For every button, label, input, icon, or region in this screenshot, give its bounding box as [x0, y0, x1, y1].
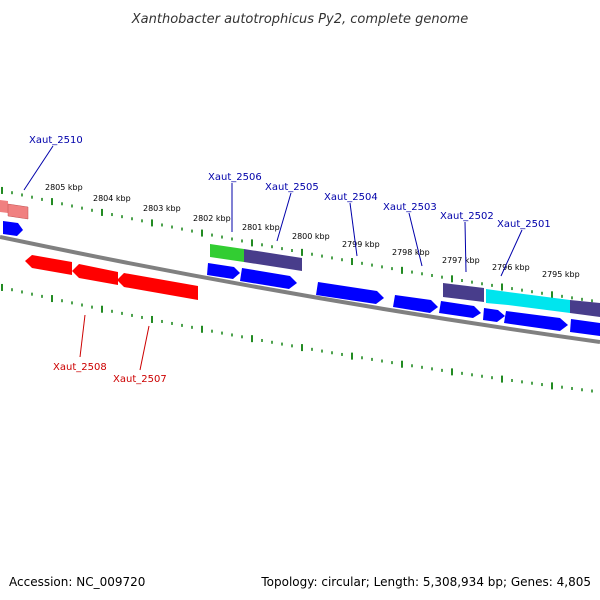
- gene-label-xaut-2508[interactable]: Xaut_2508: [53, 362, 107, 373]
- pseudogene-feature[interactable]: [7, 203, 29, 220]
- leader-line: [79, 314, 86, 358]
- kbp-label: 2796 kbp: [492, 263, 530, 272]
- operon-feature[interactable]: [244, 249, 302, 271]
- cds-arrow[interactable]: [240, 268, 297, 289]
- forward-features-upper: [0, 200, 600, 317]
- cds-arrow[interactable]: [483, 308, 505, 322]
- label-leaders: [23, 145, 523, 371]
- kbp-label: 2801 kbp: [242, 223, 280, 232]
- leader-line: [408, 212, 423, 267]
- leader-line: [464, 221, 467, 273]
- kbp-labels: 2805 kbp 2804 kbp 2803 kbp 2802 kbp 2801…: [45, 183, 580, 279]
- leader-line: [139, 325, 150, 371]
- leader-line: [23, 145, 54, 191]
- kbp-label: 2803 kbp: [143, 204, 181, 213]
- forward-cds-row: [3, 221, 600, 336]
- gene-label-xaut-2501[interactable]: Xaut_2501: [497, 219, 551, 230]
- operon-feature[interactable]: [570, 300, 600, 317]
- kbp-label: 2795 kbp: [542, 270, 580, 279]
- accession-text: Accession: NC_009720: [9, 575, 145, 589]
- kbp-label: 2798 kbp: [392, 248, 430, 257]
- genome-summary-text: Topology: circular; Length: 5,308,934 bp…: [260, 575, 591, 589]
- reverse-gene-arrow[interactable]: [25, 255, 72, 275]
- reverse-gene-arrow[interactable]: [117, 273, 198, 300]
- gene-label-xaut-2506[interactable]: Xaut_2506: [208, 172, 262, 183]
- operon-feature[interactable]: [443, 283, 484, 302]
- gene-label-xaut-2502[interactable]: Xaut_2502: [440, 211, 494, 222]
- gene-label-xaut-2504[interactable]: Xaut_2504: [324, 192, 378, 203]
- kbp-label: 2800 kbp: [292, 232, 330, 241]
- genome-backbone: [0, 235, 600, 344]
- gene-label-xaut-2507[interactable]: Xaut_2507: [113, 374, 167, 385]
- cds-arrow[interactable]: [316, 282, 384, 304]
- cds-arrow[interactable]: [393, 295, 438, 313]
- kbp-label: 2802 kbp: [193, 214, 231, 223]
- forward-gene-labels: Xaut_2510 Xaut_2506 Xaut_2505 Xaut_2504 …: [29, 135, 551, 230]
- cds-arrow[interactable]: [3, 221, 23, 236]
- inner-tick-ring: [1, 283, 593, 393]
- gene-label-xaut-2505[interactable]: Xaut_2505: [265, 182, 319, 193]
- pseudogene-feature[interactable]: [0, 200, 8, 213]
- highlight-feature[interactable]: [486, 289, 508, 305]
- cds-arrow[interactable]: [504, 311, 568, 331]
- cds-arrow[interactable]: [439, 301, 481, 318]
- kbp-label: 2804 kbp: [93, 194, 131, 203]
- highlight-feature[interactable]: [508, 292, 570, 313]
- leader-line: [500, 229, 523, 277]
- leader-line: [349, 202, 358, 257]
- gene-label-xaut-2510[interactable]: Xaut_2510: [29, 135, 83, 146]
- reverse-genes: [25, 255, 198, 300]
- reverse-gene-arrow[interactable]: [72, 264, 118, 285]
- cds-arrow[interactable]: [207, 263, 240, 279]
- kbp-label: 2797 kbp: [442, 256, 480, 265]
- kbp-label: 2799 kbp: [342, 240, 380, 249]
- map-title: Xanthobacter autotrophicus Py2, complete…: [131, 12, 468, 27]
- cds-arrow[interactable]: [570, 319, 600, 336]
- leader-line: [276, 192, 292, 242]
- rna-feature[interactable]: [210, 244, 244, 262]
- reverse-gene-labels: Xaut_2508 Xaut_2507: [53, 362, 167, 385]
- gene-label-xaut-2503[interactable]: Xaut_2503: [383, 202, 437, 213]
- kbp-label: 2805 kbp: [45, 183, 83, 192]
- outer-tick-ring: [1, 186, 593, 303]
